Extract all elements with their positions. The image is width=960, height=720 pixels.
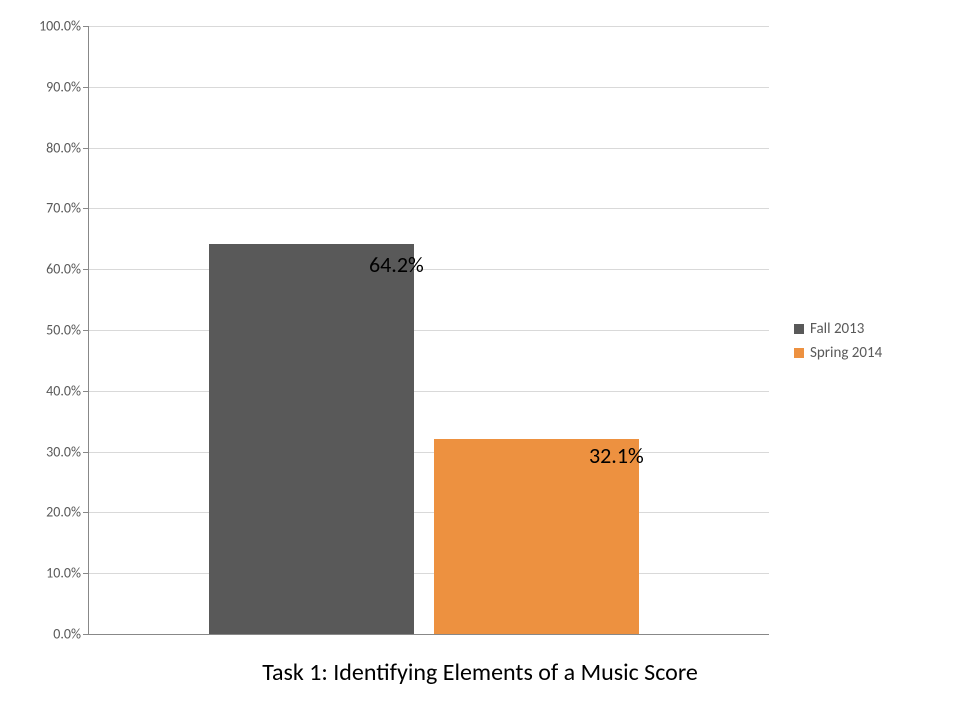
bar-chart: 0.0% 10.0% 20.0% 30.0% 40.0% 50.0% 60.0% 70.0% 8… [0, 0, 960, 720]
y-tick-label: 90.0% [46, 78, 89, 95]
gridline [89, 269, 769, 270]
legend: Fall 2013 Spring 2014 [794, 320, 882, 368]
bar-label: 32.1% [589, 442, 644, 469]
y-tick-label: 30.0% [46, 443, 89, 460]
y-tick-label: 60.0% [46, 261, 89, 278]
y-tick-label: 10.0% [46, 565, 89, 582]
gridline [89, 391, 769, 392]
y-tick-label: 0.0% [53, 626, 89, 643]
gridline [89, 330, 769, 331]
gridline [89, 26, 769, 27]
gridline [89, 573, 769, 574]
gridline [89, 87, 769, 88]
y-tick-label: 20.0% [46, 504, 89, 521]
gridline [89, 208, 769, 209]
caption-text: Task 1: Identifying Elements of a Music … [262, 658, 698, 687]
y-tick-label: 80.0% [46, 139, 89, 156]
legend-label: Fall 2013 [810, 320, 864, 338]
y-tick-label: 70.0% [46, 200, 89, 217]
gridline [89, 452, 769, 453]
y-tick-label: 100.0% [39, 18, 89, 35]
plot-area: 0.0%10.0%20.0%30.0%40.0%50.0%60.0%70.0%8… [88, 26, 769, 635]
gridline [89, 148, 769, 149]
y-tick-label: 50.0% [46, 322, 89, 339]
legend-swatch [794, 324, 804, 334]
y-tick-label: 40.0% [46, 382, 89, 399]
legend-item: Spring 2014 [794, 344, 882, 362]
gridline [89, 512, 769, 513]
legend-label: Spring 2014 [810, 344, 882, 362]
legend-swatch [794, 348, 804, 358]
chart-caption: Task 1: Identifying Elements of a Music … [0, 658, 960, 687]
bar-fall-2013 [209, 244, 414, 634]
legend-item: Fall 2013 [794, 320, 882, 338]
bar-label: 64.2% [369, 251, 424, 278]
